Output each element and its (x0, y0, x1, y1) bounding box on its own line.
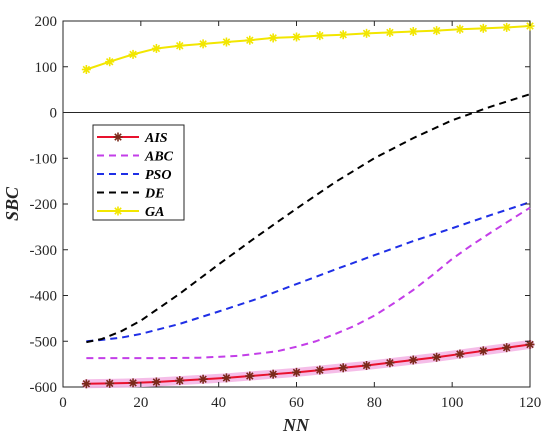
x-tick-label: 80 (367, 395, 382, 411)
series-ais-marker (455, 349, 465, 359)
y-tick-label: -100 (30, 151, 58, 167)
y-tick-label: -200 (30, 197, 58, 213)
series-ais-marker (478, 346, 488, 356)
series-ais-marker (292, 367, 301, 377)
legend-item-ais: AIS (97, 131, 168, 146)
series-abc (86, 206, 531, 360)
y-tick-label: 100 (35, 60, 58, 76)
series-ais-marker (81, 379, 91, 389)
y-tick-label: 200 (35, 14, 58, 30)
series-ais-marker (338, 363, 348, 373)
legend-label: AIS (144, 131, 168, 146)
series-de (86, 93, 531, 344)
series-de-line (86, 93, 531, 344)
series-ais-marker (151, 377, 161, 387)
series-ais-marker (432, 352, 442, 362)
series-ais-marker (245, 371, 255, 381)
y-tick-label: -600 (30, 380, 58, 396)
series-ga-marker (175, 41, 185, 51)
series-ga-marker (478, 23, 488, 33)
legend-label: ABC (144, 150, 174, 165)
y-tick-label: 0 (50, 106, 58, 122)
series-ga-marker (292, 32, 301, 42)
series-ga (81, 21, 535, 74)
series-pso (86, 201, 531, 343)
series-ga-marker (502, 22, 512, 32)
legend-label: GA (145, 205, 164, 220)
series-ga-marker (408, 27, 418, 37)
y-tick-label: -300 (30, 243, 58, 259)
axes-layer: 0 20 40 60 80 100 120 -600 -500 -400 -300 -200 -100 0… (30, 14, 542, 411)
series-ga-marker (338, 30, 348, 40)
series-ga-marker (315, 31, 325, 41)
series-ga-marker (245, 35, 255, 45)
series-ga-marker (81, 64, 91, 74)
legend: AIS ABC PSO DE GA (92, 124, 185, 221)
series-ais-marker (198, 374, 208, 384)
series-ga-marker (105, 57, 115, 67)
legend-box (92, 124, 185, 221)
legend-item-de: DE (97, 187, 164, 202)
legend-marker (113, 132, 123, 142)
legend-item-pso: PSO (97, 168, 171, 183)
legend-item-ga: GA (97, 205, 164, 220)
series-ga-marker (198, 39, 208, 49)
series-ga-marker (151, 43, 161, 53)
legend-label: PSO (145, 168, 171, 183)
x-tick-label: 100 (441, 395, 464, 411)
legend-marker (113, 206, 123, 216)
series-ais-marker (315, 365, 325, 375)
x-tick-label: 0 (59, 395, 67, 411)
series-ga-marker (362, 28, 372, 38)
x-axis-title: NN (282, 415, 310, 435)
series-ga-marker (128, 49, 138, 59)
series-ais-marker (362, 360, 372, 370)
x-tick-label: 40 (211, 395, 226, 411)
series-ga-marker (432, 26, 442, 36)
y-axis-title: SBC (2, 186, 22, 221)
series-ga-marker (385, 27, 395, 37)
series-ais-marker (385, 358, 395, 368)
series-ais (81, 339, 535, 389)
legend-label: DE (144, 187, 164, 202)
series-abc-line (86, 206, 531, 360)
series-ais-marker (105, 378, 115, 388)
series-ais-marker (502, 343, 512, 353)
series-ga-marker (455, 24, 465, 34)
x-tick-label: 120 (519, 395, 542, 411)
series-layer (81, 21, 535, 389)
series-ga-marker (221, 37, 231, 47)
series-ais-marker (175, 376, 185, 386)
legend-item-abc: ABC (97, 150, 174, 165)
series-ais-marker (408, 355, 418, 365)
y-tick-label: -500 (30, 334, 58, 350)
x-tick-label: 20 (133, 395, 148, 411)
series-ais-marker (128, 378, 138, 388)
series-ga-marker (268, 33, 278, 43)
series-ais-marker (268, 369, 278, 379)
y-tick-label: -400 (30, 289, 58, 305)
x-tick-label: 60 (289, 395, 304, 411)
series-pso-line (86, 201, 531, 343)
series-ais-marker (221, 373, 231, 383)
